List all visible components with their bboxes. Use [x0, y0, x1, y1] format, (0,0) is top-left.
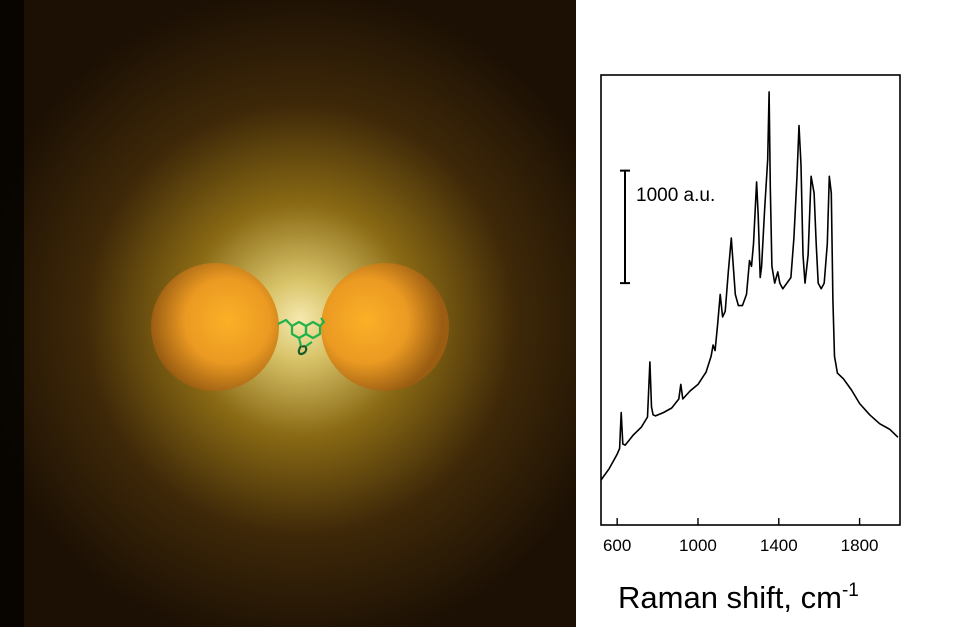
- x-axis-tick-labels: 600 1000 1400 1800: [603, 536, 879, 555]
- scale-bar: [620, 169, 630, 285]
- x-axis-title-text: Raman shift, cm: [618, 580, 842, 615]
- x-tick-label: 1800: [841, 536, 879, 555]
- gold-nanosphere-left: [151, 263, 279, 391]
- molecule-icon: [277, 317, 326, 356]
- raman-spectrum-series: [600, 91, 899, 481]
- plot-frame: [600, 74, 901, 526]
- raman-spectrum-chart: 600 1000 1400 1800 1000 a.u. Raman shift, c…: [600, 74, 901, 615]
- x-axis-ticks: [616, 518, 861, 525]
- scale-bar-label: 1000 a.u.: [636, 185, 715, 206]
- gold-nanosphere-right: [321, 263, 449, 391]
- x-tick-label: 600: [603, 536, 631, 555]
- x-axis-title: Raman shift, cm-1: [618, 580, 859, 615]
- illustration-left-edge: [0, 0, 24, 627]
- x-tick-label: 1000: [679, 536, 717, 555]
- nanoparticle-dimer-illustration: [0, 0, 576, 627]
- x-axis-title-superscript: -1: [842, 580, 859, 601]
- illustration-background: [0, 0, 576, 627]
- x-tick-label: 1400: [760, 536, 798, 555]
